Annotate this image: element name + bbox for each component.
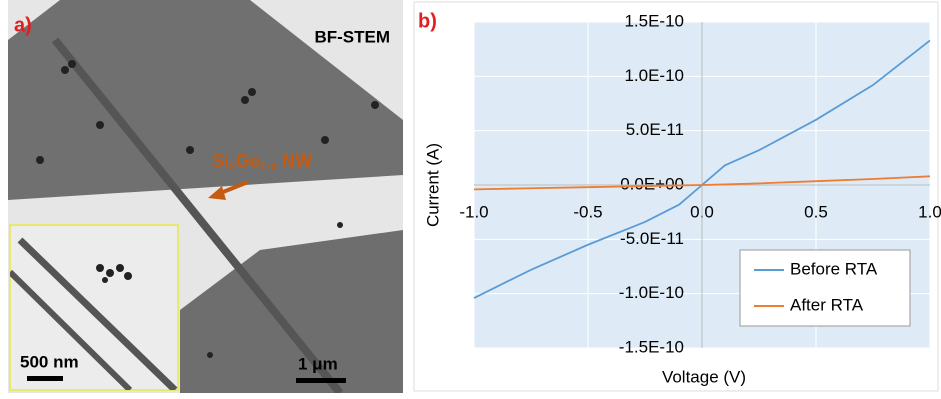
plot: -1.5E-10 -1.0E-10 -5.0E-11 0.0E+00 5.0E-11 1.… bbox=[459, 11, 941, 356]
micrograph bbox=[8, 0, 403, 393]
scale-label: 500 nm bbox=[20, 352, 79, 371]
y-tick-label: -5.0E-11 bbox=[620, 229, 684, 248]
x-tick-label: 1.0 bbox=[918, 202, 941, 221]
y-tick-label: -1.5E-10 bbox=[619, 337, 684, 356]
particles bbox=[96, 264, 132, 283]
label-part: NW bbox=[277, 151, 312, 171]
y-tick-label: -1.0E-10 bbox=[619, 283, 684, 302]
x-tick-label: -1.0 bbox=[459, 202, 488, 221]
panel-frame bbox=[413, 1, 939, 392]
legend-box bbox=[739, 249, 911, 327]
legend-label: Before RTA bbox=[790, 259, 878, 278]
nanowire-label: SixGe1-x NW bbox=[212, 151, 312, 173]
x-tick-label: -0.5 bbox=[573, 202, 602, 221]
y-tick-label: 1.5E-10 bbox=[624, 11, 684, 30]
support-film bbox=[180, 230, 403, 393]
nanowire bbox=[17, 237, 178, 390]
nanowire bbox=[10, 269, 133, 390]
nanowire bbox=[51, 37, 344, 393]
legend-label: After RTA bbox=[790, 295, 864, 314]
panel-label: a) bbox=[14, 14, 32, 36]
particles bbox=[36, 60, 379, 358]
x-axis-title: Voltage (V) bbox=[662, 367, 746, 386]
arrow-head bbox=[208, 186, 226, 200]
panel-label: b) bbox=[418, 10, 437, 32]
y-axis-title: Current (A) bbox=[423, 143, 442, 227]
y-tick-label: 5.0E-11 bbox=[626, 120, 684, 139]
scale-bar bbox=[27, 376, 63, 381]
x-tick-label: 0.5 bbox=[804, 202, 828, 221]
y-tick-label: 1.0E-10 bbox=[624, 66, 684, 85]
y-tick-label: 0.0E+00 bbox=[620, 174, 684, 193]
scale-label: 1 μm bbox=[298, 354, 338, 373]
label-part: Ge bbox=[236, 151, 260, 171]
mode-label: BF-STEM bbox=[314, 27, 390, 46]
series-line bbox=[473, 175, 931, 191]
support-film bbox=[8, 0, 403, 200]
support-film bbox=[8, 0, 60, 40]
label-part: x bbox=[229, 159, 236, 173]
label-part: Si bbox=[212, 151, 229, 171]
label-part: 1-x bbox=[260, 159, 278, 173]
scale-bar bbox=[296, 378, 346, 383]
